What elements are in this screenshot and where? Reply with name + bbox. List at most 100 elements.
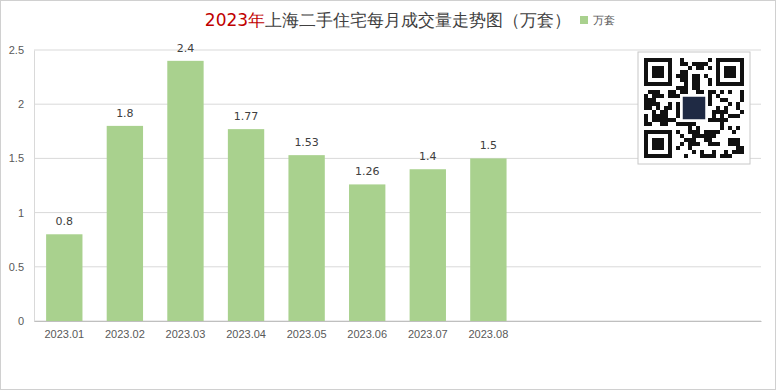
qr-cell <box>652 118 656 122</box>
qr-cell <box>696 126 700 130</box>
data-label: 1.53 <box>294 136 319 149</box>
qr-cell <box>684 74 688 78</box>
qr-cell <box>668 106 672 110</box>
qr-cell <box>676 94 680 98</box>
qr-cell <box>712 118 716 122</box>
qr-cell <box>656 118 660 122</box>
x-tick-label: 2023.01 <box>44 328 84 340</box>
qr-cell <box>736 150 740 154</box>
data-label: 2.4 <box>177 42 195 55</box>
qr-cell <box>692 142 696 146</box>
qr-cell <box>696 74 700 78</box>
qr-cell <box>696 78 700 82</box>
qr-cell <box>652 90 656 94</box>
qr-cell <box>708 58 712 62</box>
y-tick: 1.5 <box>9 152 34 164</box>
qr-cell <box>704 134 708 138</box>
title-part: 上海二手住宅每月成交量走势图（万套） <box>265 10 571 30</box>
qr-cell <box>676 74 680 78</box>
qr-cell <box>712 90 716 94</box>
qr-cell <box>728 90 732 94</box>
x-tick-label: 2023.03 <box>166 328 206 340</box>
legend-label: 万套 <box>593 14 615 27</box>
qr-cell <box>712 142 716 146</box>
qr-cell <box>652 94 656 98</box>
qr-cell <box>740 110 744 114</box>
grid-line <box>34 50 761 51</box>
qr-finder-core <box>652 138 664 150</box>
title-part: 2023年 <box>205 10 265 30</box>
qr-cell <box>732 142 736 146</box>
qr-cell <box>680 90 684 94</box>
plot: 00.511.522.52023.012023.022023.032023.04… <box>9 42 762 340</box>
grid <box>34 50 761 321</box>
qr-cell <box>704 154 708 158</box>
qr-cell <box>680 86 684 90</box>
qr-cell <box>692 138 696 142</box>
qr-cell <box>656 106 660 110</box>
bar <box>288 155 324 321</box>
y-tick-label: 2 <box>18 98 24 110</box>
qr-cell <box>720 114 724 118</box>
qr-cell <box>660 118 664 122</box>
qr-cell <box>652 102 656 106</box>
qr-cell <box>716 110 720 114</box>
qr-finder <box>646 60 670 84</box>
qr-cell <box>692 122 696 126</box>
qr-cell <box>708 90 712 94</box>
qr-cell <box>720 90 724 94</box>
y-tick-label: 1.5 <box>9 152 24 164</box>
y-tick: 2 <box>18 98 34 110</box>
qr-badge <box>638 52 750 164</box>
x-tick: 2023.03 <box>166 321 206 340</box>
title: 2023年上海二手住宅每月成交量走势图（万套） <box>205 10 571 30</box>
qr-cell <box>740 146 744 150</box>
y-tick-label: 0.5 <box>9 261 24 273</box>
qr-cell <box>716 118 720 122</box>
data-label: 1.8 <box>116 107 134 120</box>
qr-cell <box>692 74 696 78</box>
qr-cell <box>724 106 728 110</box>
qr-cell <box>664 106 668 110</box>
qr-cell <box>708 154 712 158</box>
qr-cell <box>668 118 672 122</box>
qr-cell <box>696 130 700 134</box>
qr-cell <box>708 78 712 82</box>
qr-cell <box>692 134 696 138</box>
bar <box>167 61 203 321</box>
data-label: 1.5 <box>480 139 498 152</box>
qr-cell <box>684 86 688 90</box>
qr-frame <box>638 52 750 164</box>
qr-cell <box>708 66 712 70</box>
qr-cell <box>732 130 736 134</box>
bar <box>349 184 385 321</box>
qr-cell <box>656 114 660 118</box>
qr-cell <box>708 82 712 86</box>
qr-cell <box>696 82 700 86</box>
data-label: 1.4 <box>419 150 437 163</box>
x-tick-label: 2023.02 <box>105 328 145 340</box>
qr-cell <box>688 122 692 126</box>
qr-cell <box>680 134 684 138</box>
qr-cell <box>672 90 676 94</box>
qr-cell <box>736 142 740 146</box>
qr-cell <box>720 122 724 126</box>
qr-cell <box>712 134 716 138</box>
qr-cell <box>680 142 684 146</box>
qr-cell <box>708 134 712 138</box>
qr-cell <box>684 122 688 126</box>
qr-cell <box>704 138 708 142</box>
qr-cell <box>696 86 700 90</box>
qr-cell <box>648 122 652 126</box>
qr-cell <box>688 146 692 150</box>
qr-cell <box>660 122 664 126</box>
legend-item: 万套 <box>580 14 615 27</box>
qr-logo <box>682 96 706 120</box>
frame <box>1 1 776 390</box>
qr-cell <box>692 150 696 154</box>
bar <box>410 169 446 321</box>
qr-cell <box>684 62 688 66</box>
qr-cell <box>720 154 724 158</box>
x-tick-label: 2023.07 <box>408 328 448 340</box>
qr-cell <box>652 110 656 114</box>
